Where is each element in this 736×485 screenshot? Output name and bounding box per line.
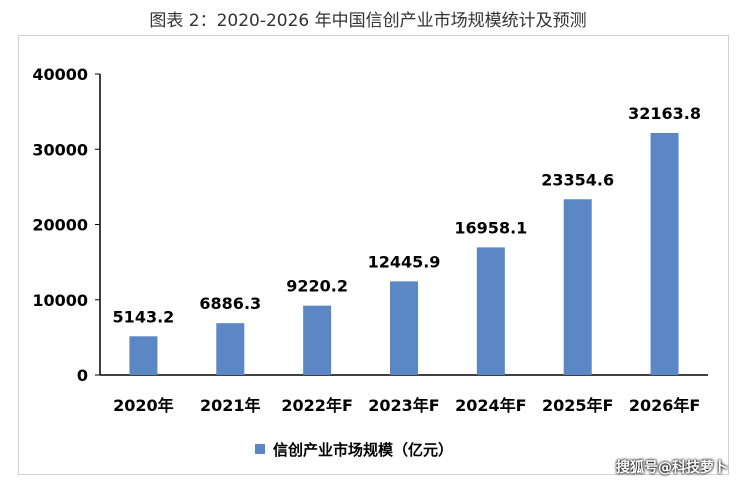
bar <box>476 247 505 375</box>
x-tick-label: 2022年F <box>281 396 352 415</box>
data-label: 23354.6 <box>541 170 614 189</box>
y-tick-label: 40000 <box>32 65 88 84</box>
chart-legend: 信创产业市场规模（亿元） <box>255 438 453 460</box>
x-tick-label: 2025年F <box>542 396 613 415</box>
data-label: 6886.3 <box>199 294 261 313</box>
y-tick-label: 20000 <box>32 216 88 235</box>
data-label: 16958.1 <box>454 218 527 237</box>
watermark: 搜狐号@科技萝卜 <box>616 460 728 476</box>
y-tick-label: 10000 <box>32 291 88 310</box>
x-tick-label: 2020年 <box>113 396 174 415</box>
bar <box>650 132 679 375</box>
chart-title: 图表 2：2020-2026 年中国信创产业市场规模统计及预测 <box>149 11 587 31</box>
x-tick-label: 2023年F <box>368 396 439 415</box>
chart-bars <box>129 132 679 375</box>
data-label: 12445.9 <box>368 252 441 271</box>
bar <box>303 305 332 375</box>
x-tick-label: 2024年F <box>455 396 526 415</box>
y-tick-label: 0 <box>77 366 88 385</box>
bar <box>216 323 245 375</box>
chart-frame <box>18 35 729 475</box>
chart-x-tick-labels: 2020年 2021年 2022年F 2023年F 2024年F 2025年F 2026年F <box>113 396 700 415</box>
data-label: 5143.2 <box>113 307 175 326</box>
data-label: 32163.8 <box>628 104 701 123</box>
bar <box>390 281 418 375</box>
data-label: 9220.2 <box>286 277 348 296</box>
legend-label: 信创产业市场规模（亿元） <box>273 440 454 459</box>
chart-data-labels: 5143.2 6886.3 9220.2 12445.9 16958.1 23354.6 3… <box>113 104 701 326</box>
y-tick-label: 30000 <box>32 140 88 159</box>
bar <box>129 336 158 375</box>
bar <box>563 199 592 375</box>
x-tick-label: 2021年 <box>200 396 261 415</box>
x-tick-label: 2026年F <box>629 396 700 415</box>
legend-swatch <box>255 444 265 454</box>
chart-y-tick-labels: 0 10000 20000 30000 40000 <box>32 65 88 385</box>
